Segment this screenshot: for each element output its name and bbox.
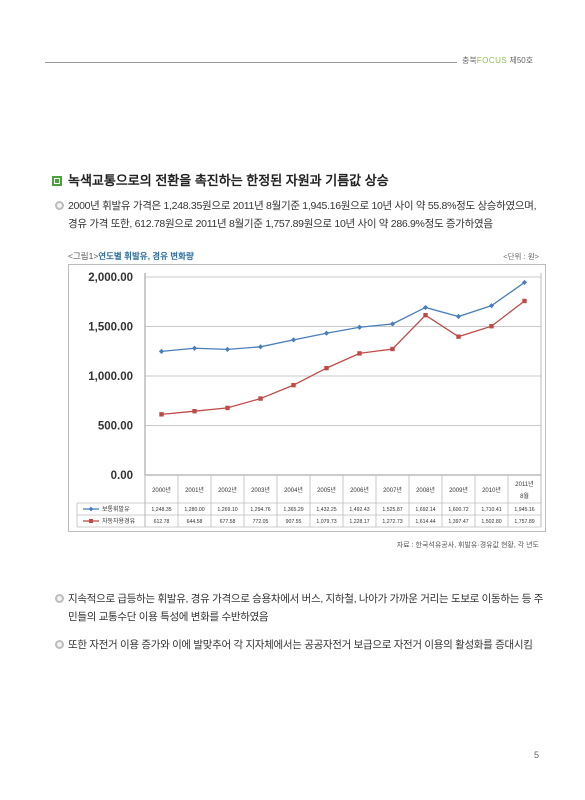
data-label: 1,272.73 [382, 519, 402, 525]
data-point [258, 396, 263, 401]
x-tick-label: 2000년 [152, 486, 171, 494]
data-label: 1,710.41 [481, 507, 501, 513]
data-label: 907.55 [286, 519, 302, 525]
x-tick-label: 2003년 [251, 486, 270, 494]
x-tick-label: 2008년 [416, 486, 435, 494]
data-label: 1,757.89 [514, 519, 534, 525]
data-label: 772.05 [253, 519, 269, 525]
data-label: 1,432.25 [316, 507, 336, 513]
x-tick-label: 2007년 [383, 486, 402, 494]
data-point [456, 334, 461, 339]
chart-container: 2,000.00 1,500.00 1,000.00 500.00 0.00 2000년 2… [68, 264, 546, 532]
data-point [192, 408, 197, 414]
legend-marker [89, 519, 93, 523]
series-line [161, 281, 525, 353]
header-issue: 제50호 [509, 56, 534, 65]
header-rule [45, 62, 457, 63]
x-tick-label: 8월 [520, 492, 529, 500]
data-label: 1,600.72 [448, 507, 468, 513]
legend-label: 보통휘발유 [102, 505, 130, 513]
data-point [158, 348, 165, 355]
data-point [191, 345, 198, 351]
x-tick-label: 2011년 [515, 480, 533, 488]
x-tick-label: 2006년 [350, 486, 369, 494]
circle-bullet-icon [55, 594, 64, 603]
x-tick-label: 2009년 [449, 486, 468, 494]
bullet-item: 2000년 휘발유 가격은 1,248.35원으로 2011년 8월기준 1,9… [52, 197, 547, 233]
line-chart: 2,000.00 1,500.00 1,000.00 500.00 0.00 2000년 2… [76, 272, 542, 528]
section-title: 녹색교통으로의 전환을 촉진하는 한정된 자원과 기름값 상승 [52, 170, 389, 189]
data-label: 644.58 [187, 519, 203, 525]
y-tick-label: 0.00 [111, 470, 133, 482]
legend-marker [88, 506, 94, 512]
data-label: 612.78 [154, 519, 170, 525]
y-tick-label: 1,500.00 [88, 322, 133, 334]
data-label: 1,280.00 [184, 507, 204, 513]
data-point [225, 405, 230, 411]
data-point [390, 346, 395, 352]
square-bullet-icon [52, 176, 62, 186]
data-point [489, 324, 494, 329]
bullet-text: 2000년 휘발유 가격은 1,248.35원으로 2011년 8월기준 1,9… [68, 200, 537, 230]
data-point [257, 344, 264, 350]
page-number: 5 [533, 750, 539, 760]
data-label: 1,397.47 [448, 519, 468, 525]
data-label: 1,525.87 [382, 507, 402, 513]
figure-caption: <그림1>연도별 휘발유, 경유 변화량 [68, 250, 194, 262]
circle-bullet-icon [55, 201, 64, 210]
data-point [159, 412, 164, 417]
header-publication: 충북FOCUS 제50호 [462, 55, 533, 66]
figure-label: <그림1> [68, 251, 99, 261]
data-label: 1,614.44 [415, 519, 435, 525]
figure-unit: <단위 : 원> [503, 252, 539, 261]
figure-title: 연도별 휘발유, 경유 변화량 [98, 251, 194, 261]
data-label: 1,692.14 [415, 507, 435, 513]
data-label: 1,248.35 [151, 507, 171, 513]
x-tick-label: 2001년 [185, 486, 204, 494]
data-point [291, 382, 296, 388]
data-point [389, 321, 396, 327]
data-point [356, 324, 363, 330]
bullet-text: 지속적으로 급등하는 휘발유, 경유 가격으로 승용차에서 버스, 지하철, 나… [68, 593, 544, 623]
x-tick-label: 2010년 [482, 486, 501, 494]
data-point [357, 351, 362, 356]
y-tick-label: 1,000.00 [88, 371, 133, 383]
chart-source: 자료 : 한국석유공사, 휘발유·경유값 현황, 각 년도 [396, 542, 539, 549]
data-point [290, 337, 297, 343]
data-label: 1,502.80 [481, 519, 501, 525]
header-focus: FOCUS [476, 56, 508, 65]
y-tick-label: 2,000.00 [88, 272, 133, 284]
series-line [161, 300, 525, 415]
data-label: 677.58 [220, 519, 236, 525]
x-tick-label: 2004년 [284, 486, 303, 494]
circle-bullet-icon [55, 640, 64, 649]
data-label: 1,294.76 [250, 507, 270, 513]
x-tick-label: 2005년 [317, 486, 336, 494]
y-tick-label: 500.00 [98, 421, 133, 433]
bullet-text: 또한 자전거 이용 증가와 이에 발맞추어 각 지자체에서는 공공자전거 보급으… [68, 639, 533, 651]
data-label: 1,079.73 [316, 519, 336, 525]
bullet-item: 지속적으로 급등하는 휘발유, 경유 가격으로 승용차에서 버스, 지하철, 나… [52, 590, 547, 626]
section-title-text: 녹색교통으로의 전환을 촉진하는 한정된 자원과 기름값 상승 [68, 173, 389, 188]
data-point [422, 304, 429, 311]
legend-label: 자동차용경유 [102, 517, 136, 525]
data-point [324, 365, 329, 371]
header-prefix: 충북 [462, 56, 477, 65]
data-label: 1,492.43 [349, 507, 369, 513]
data-point [323, 330, 330, 336]
data-point [224, 346, 231, 352]
bullet-item: 또한 자전거 이용 증가와 이에 발맞추어 각 지자체에서는 공공자전거 보급으… [52, 636, 547, 654]
data-label: 1,269.10 [217, 507, 237, 513]
data-label: 1,228.17 [349, 519, 369, 525]
x-tick-label: 2002년 [218, 486, 237, 494]
data-point [522, 298, 527, 304]
data-label: 1,945.16 [514, 507, 534, 513]
data-point [455, 313, 462, 320]
data-label: 1,365.29 [283, 507, 303, 513]
data-point [423, 312, 428, 318]
